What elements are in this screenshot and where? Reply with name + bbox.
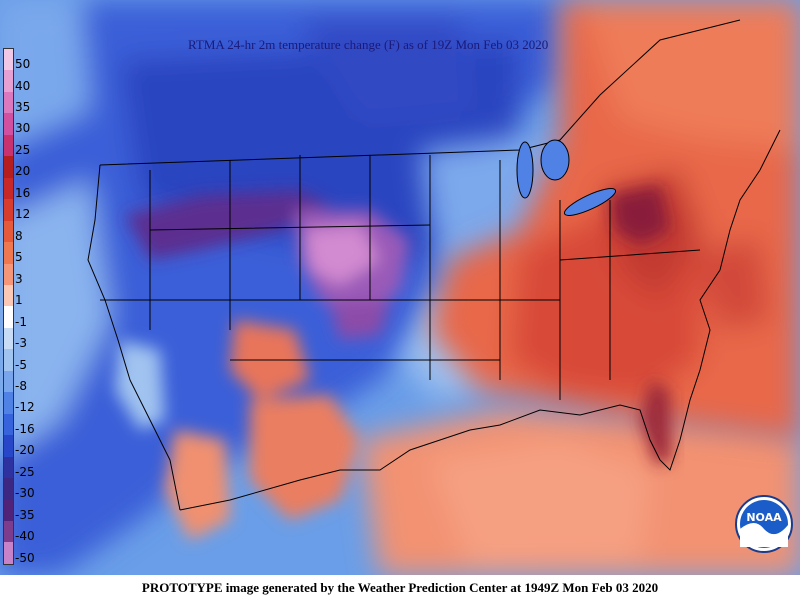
borders [87, 19, 781, 511]
legend-swatch [4, 306, 13, 328]
legend-swatch [4, 542, 13, 564]
legend-swatch [4, 327, 13, 350]
legend-label: -12 [15, 400, 35, 415]
state-lines-horizontal [100, 224, 701, 380]
legend-swatch [4, 113, 13, 135]
south-east-coastline [179, 129, 781, 511]
color-legend: 50 40 35 30 25 20 16 12 8 5 3 1 -1 -3 -5 -8 -12 -16 -20 -25… [3, 48, 45, 565]
legend-swatch [4, 220, 13, 243]
map-svg [0, 0, 800, 575]
legend-label: -40 [15, 529, 35, 544]
legend-swatch [4, 435, 13, 457]
legend-label: -20 [15, 443, 35, 458]
legend-label: 30 [15, 121, 31, 136]
legend-swatch [4, 177, 13, 200]
legend-label: 35 [15, 100, 31, 114]
legend-swatch [4, 49, 13, 71]
legend-label: 5 [15, 250, 23, 265]
footer-caption: PROTOTYPE image generated by the Weather… [0, 575, 800, 600]
legend-swatch [4, 392, 13, 414]
lake-huron [540, 139, 570, 181]
legend-swatch [4, 456, 13, 479]
lake-michigan [516, 141, 534, 199]
gulf-warm-field [360, 410, 800, 575]
legend-label: -50 [15, 550, 35, 565]
legend-swatch [4, 242, 13, 264]
legend-label: 20 [15, 164, 31, 179]
temperature-change-map: RTMA 24-hr 2m temperature change (F) as … [0, 0, 800, 575]
legend-swatch [4, 91, 13, 114]
legend-label: -5 [15, 357, 27, 372]
legend-label: 12 [15, 207, 31, 222]
west-coastline [87, 164, 181, 511]
legend-label: -3 [15, 336, 27, 351]
legend-label: -25 [15, 464, 35, 479]
lake-erie [563, 188, 617, 216]
canada-border-line [99, 19, 741, 166]
legend-label: 50 [15, 57, 31, 72]
legend-swatch [4, 478, 13, 500]
legend-swatch [4, 199, 13, 221]
legend-swatch [4, 413, 13, 436]
legend-label: -35 [15, 507, 35, 522]
legend-label: 8 [15, 228, 23, 243]
legend-label: 40 [15, 78, 31, 93]
legend-swatch [4, 499, 13, 521]
legend-swatch [4, 370, 13, 393]
extreme-warm-core [610, 185, 672, 465]
legend-label: -30 [15, 486, 35, 501]
legend-swatch [4, 134, 13, 157]
legend-swatches [3, 48, 14, 565]
legend-swatch [4, 284, 13, 307]
legend-swatch [4, 263, 13, 285]
legend-label: 1 [15, 293, 23, 308]
legend-label: -16 [15, 421, 35, 436]
extreme-cold-zone [125, 190, 410, 340]
svg-text:NOAA: NOAA [746, 511, 782, 524]
map-title: RTMA 24-hr 2m temperature change (F) as … [188, 37, 549, 52]
legend-label: -8 [15, 378, 27, 393]
legend-swatch [4, 349, 13, 371]
legend-swatch [4, 156, 13, 178]
noaa-logo: NOAA [735, 495, 793, 553]
legend-label: -1 [15, 314, 27, 329]
legend-swatch [4, 520, 13, 543]
legend-label: 3 [15, 271, 23, 286]
legend-labels: 50 40 35 30 25 20 16 12 8 5 3 1 -1 -3 -5 -8 -12 -16 -20 -25… [15, 48, 45, 565]
legend-label: 25 [15, 142, 31, 157]
legend-label: 16 [15, 185, 31, 200]
legend-swatch [4, 70, 13, 92]
